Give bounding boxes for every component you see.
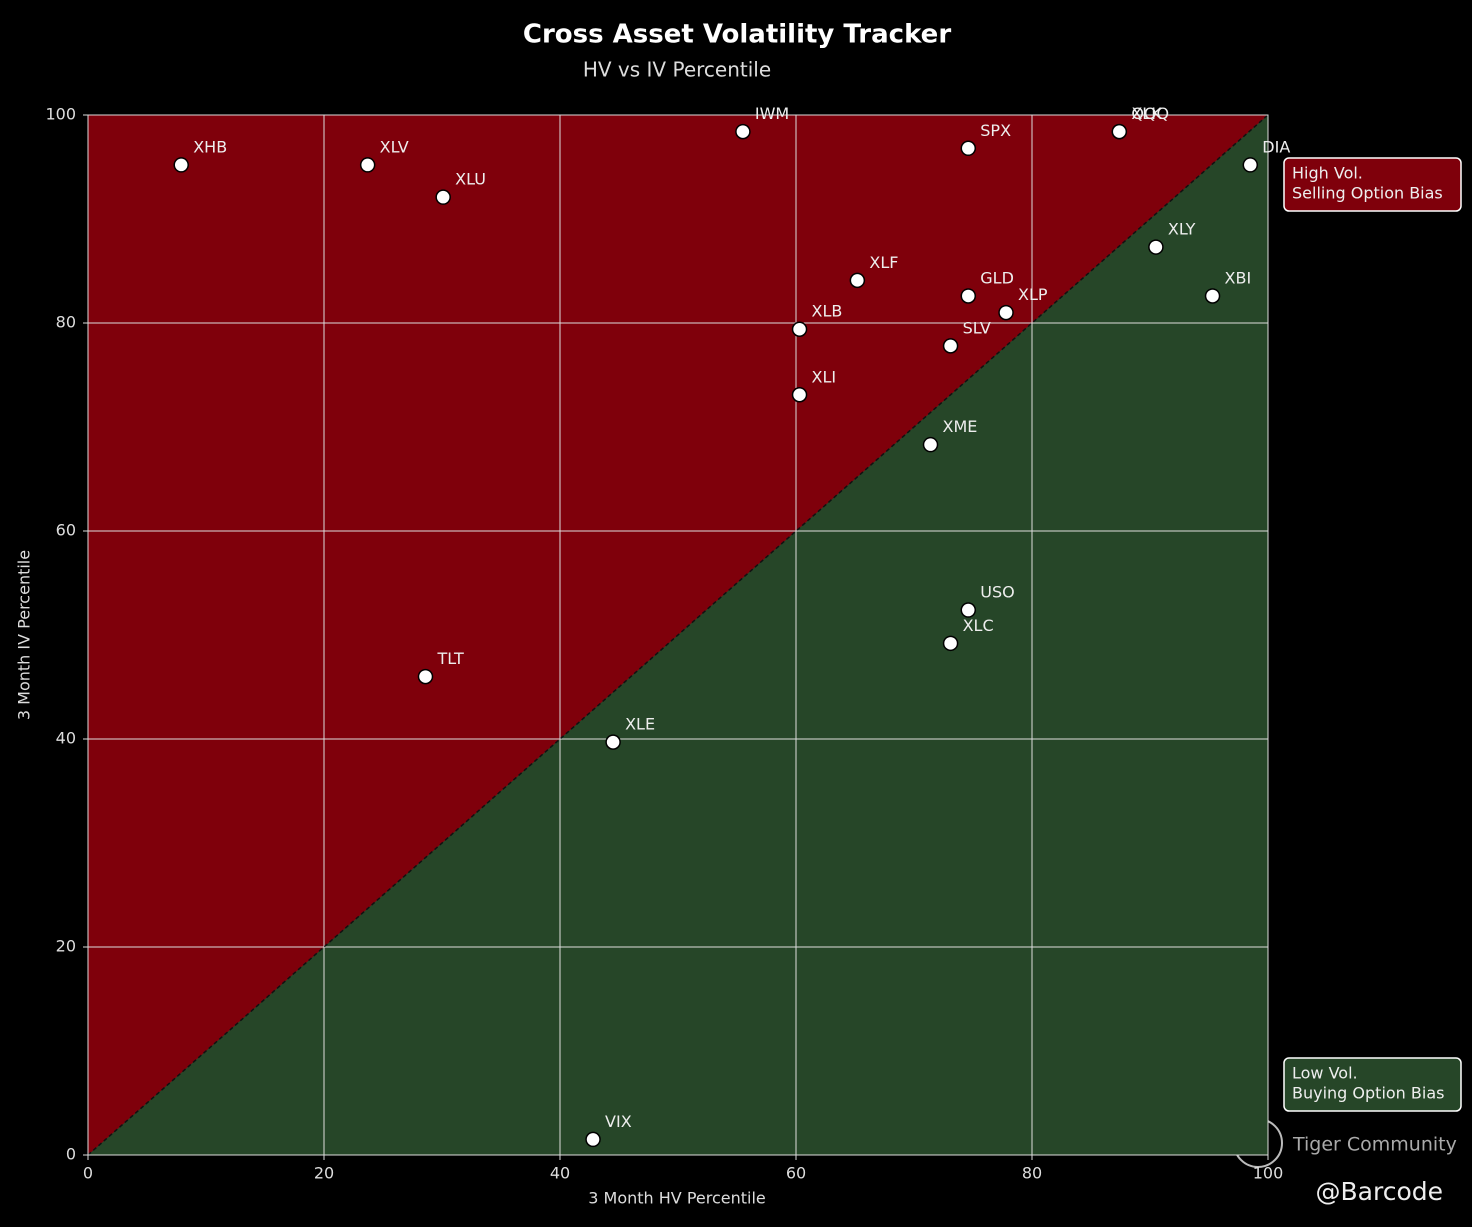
point xyxy=(922,436,939,453)
point-label: VIX xyxy=(605,1112,632,1131)
point-label: XLK xyxy=(1131,104,1162,123)
point xyxy=(1148,239,1164,255)
point-label: DIA xyxy=(1262,137,1290,156)
y-axis-label: 3 Month IV Percentile xyxy=(15,550,34,720)
parity-line xyxy=(87,114,1269,1156)
point-label: XLF xyxy=(869,253,898,272)
y-tick-label: 80 xyxy=(56,313,76,332)
x-tick-label: 60 xyxy=(786,1164,806,1183)
point xyxy=(960,140,977,157)
chart-title: Cross Asset Volatility Tracker xyxy=(523,20,951,50)
point xyxy=(1242,157,1259,173)
point-label: XLV xyxy=(380,137,409,156)
watermark: Tiger Community @Barcode xyxy=(1233,1118,1457,1206)
point xyxy=(960,602,977,618)
x-axis-label: 3 Month HV Percentile xyxy=(588,1189,766,1208)
point-label: XLP xyxy=(1018,285,1048,304)
point xyxy=(791,321,808,337)
point-label: IWM xyxy=(755,104,789,123)
x-tick-label: 80 xyxy=(1022,1164,1042,1183)
point xyxy=(417,668,434,685)
annotation-box xyxy=(1283,1057,1462,1112)
point xyxy=(435,189,451,205)
handle-text: @Barcode xyxy=(1316,1177,1444,1206)
point-label: XLC xyxy=(963,616,994,635)
point xyxy=(585,1131,601,1148)
point-label: SLV xyxy=(963,318,991,337)
brand-text: Tiger Community xyxy=(1292,1134,1457,1156)
x-tick-label: 20 xyxy=(314,1164,334,1183)
point-label: XBI xyxy=(1225,268,1252,287)
point xyxy=(1111,123,1128,140)
point xyxy=(605,734,621,750)
point xyxy=(1204,288,1221,304)
point-label: XHB xyxy=(193,137,227,156)
annotation-box xyxy=(1283,157,1462,212)
point xyxy=(735,123,751,140)
point-label: SPX xyxy=(980,121,1011,140)
annotation-text: Buying Option Bias xyxy=(1292,1084,1444,1103)
point xyxy=(998,304,1014,321)
point-label: XME xyxy=(943,417,978,436)
point-label: QQQ xyxy=(1131,104,1169,123)
point-label: USO xyxy=(980,583,1014,602)
chart-subtitle: HV vs IV Percentile xyxy=(583,58,771,82)
point xyxy=(849,272,866,289)
point-label: GLD xyxy=(980,268,1014,287)
point-label: XLY xyxy=(1168,220,1196,239)
point-label: XLE xyxy=(625,715,655,734)
point-label: TLT xyxy=(436,649,463,668)
annotation-text: Selling Option Bias xyxy=(1292,184,1443,203)
y-tick-label: 100 xyxy=(45,105,76,124)
annotation-text: Low Vol. xyxy=(1292,1064,1358,1083)
plot-frame xyxy=(87,114,1269,1156)
y-tick-label: 60 xyxy=(56,521,76,540)
x-tick-label: 0 xyxy=(83,1164,93,1183)
x-tick-label: 100 xyxy=(1253,1164,1284,1183)
plot-area xyxy=(87,114,1269,1156)
point-label: XLU xyxy=(455,170,486,189)
point-label: XLB xyxy=(812,302,843,321)
point xyxy=(942,338,959,354)
point xyxy=(173,157,189,173)
y-tick-label: 20 xyxy=(56,937,76,956)
point xyxy=(359,157,376,173)
y-tick-label: 40 xyxy=(56,729,76,748)
x-tick-label: 40 xyxy=(550,1164,570,1183)
point xyxy=(791,387,808,403)
annotation-text: High Vol. xyxy=(1292,164,1363,183)
point xyxy=(942,635,959,652)
point xyxy=(960,288,977,304)
y-tick-label: 0 xyxy=(66,1145,76,1164)
point-label: XLI xyxy=(812,367,837,386)
